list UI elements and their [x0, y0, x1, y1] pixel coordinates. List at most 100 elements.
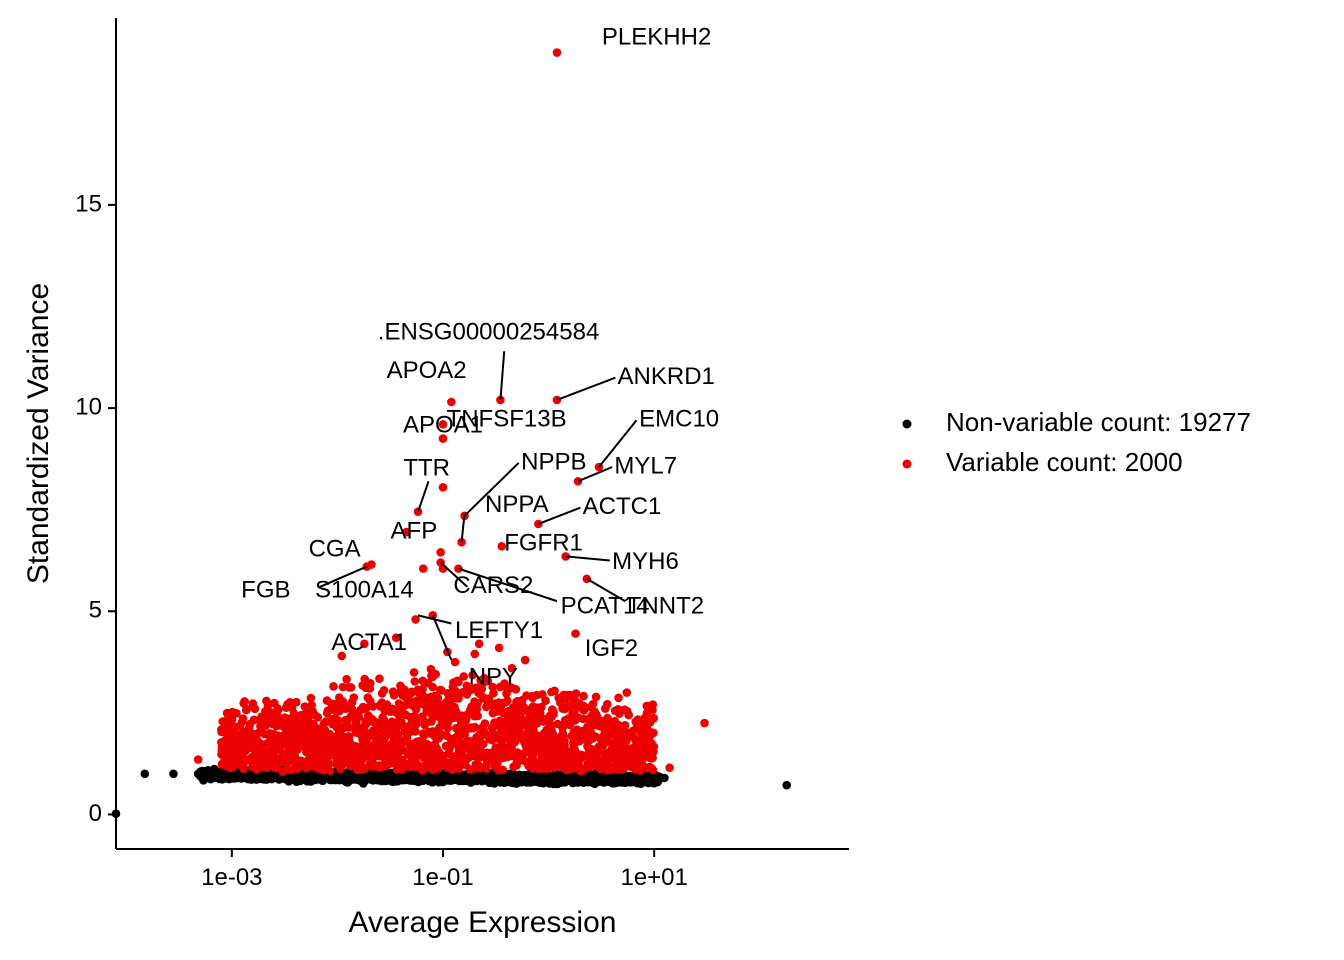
variable-point — [398, 721, 407, 730]
variable-point — [402, 694, 412, 704]
variable-point — [465, 765, 475, 774]
variable-point — [279, 731, 289, 740]
variable-point — [283, 749, 293, 758]
variable-point — [579, 706, 589, 715]
variable-point — [275, 755, 285, 765]
variable-point — [600, 738, 610, 747]
variable-point — [360, 704, 369, 713]
variable-point — [628, 749, 637, 759]
variable-point — [442, 731, 452, 740]
variable-point — [308, 706, 317, 716]
variable-point — [379, 715, 389, 724]
variable-point — [574, 752, 583, 761]
variable-point — [410, 677, 420, 686]
labeled-gene-point-afp — [402, 527, 411, 537]
non-variable-point — [475, 773, 484, 783]
variable-point — [414, 762, 424, 772]
variable-point — [325, 729, 334, 739]
variable-point — [561, 703, 570, 713]
variable-point — [289, 709, 299, 718]
variable-point — [375, 761, 385, 770]
variable-point — [468, 724, 478, 733]
non-variable-point — [383, 772, 392, 782]
labeled-gene-point-plekhh2 — [552, 48, 562, 57]
variable-point — [494, 643, 504, 653]
variable-point — [631, 765, 640, 774]
variable-point — [510, 751, 519, 760]
non-variable-point — [237, 771, 247, 780]
variable-point — [454, 764, 464, 773]
variable-point — [225, 738, 235, 747]
variable-point — [331, 700, 340, 709]
non-variable-point — [207, 769, 216, 779]
variable-point — [495, 734, 505, 743]
variable-point — [217, 725, 226, 734]
variable-point — [470, 649, 480, 659]
non-variable-point — [437, 771, 446, 780]
variable-point — [637, 758, 646, 767]
axes: 1e-03 1e-01 1e+01 0 5 10 15 Average Expression S… — [22, 18, 849, 939]
variable-point — [367, 714, 377, 724]
variable-point — [549, 759, 558, 768]
variable-point — [424, 727, 434, 737]
variable-point — [638, 748, 647, 758]
variable-point — [552, 751, 562, 760]
variable-point — [344, 683, 354, 692]
variable-point — [363, 693, 373, 702]
variable-point — [426, 755, 435, 765]
legend: Non-variable count: 19277 Variable count:… — [902, 407, 1251, 477]
variable-point — [567, 754, 576, 764]
variable-point — [430, 702, 439, 712]
variable-point — [388, 728, 398, 737]
variable-point — [355, 758, 364, 768]
variable-point — [527, 692, 536, 701]
non-variable-point — [409, 771, 419, 780]
gene-label-s100a14: S100A14 — [315, 576, 414, 603]
variable-point — [287, 736, 297, 745]
non-variable-point — [263, 771, 273, 780]
variable-point — [337, 651, 347, 661]
variable-point — [325, 766, 335, 776]
variable-point — [591, 692, 601, 702]
variable-point — [626, 730, 636, 740]
non-variable-point — [140, 769, 150, 779]
y-tick-label: 15 — [75, 190, 102, 217]
variable-point — [313, 730, 322, 740]
leader-line — [556, 376, 616, 401]
variable-point — [282, 759, 292, 768]
leader-line — [460, 513, 466, 543]
legend-swatch-1 — [902, 459, 912, 469]
variable-point — [563, 747, 573, 757]
variable-point — [261, 749, 271, 758]
gene-label-ankrd1: ANKRD1 — [618, 363, 715, 390]
variable-point — [270, 698, 279, 708]
variable-point — [333, 738, 342, 748]
non-variable-point — [653, 777, 662, 787]
variable-point — [557, 760, 566, 769]
variable-point — [379, 744, 389, 754]
non-variable-point — [296, 774, 305, 783]
leader-line — [565, 555, 610, 562]
y-tick-label: 0 — [89, 800, 102, 827]
x-tick-label: 1e-01 — [412, 864, 473, 891]
variable-point — [515, 723, 524, 732]
variable-point — [438, 483, 448, 492]
variable-point — [322, 696, 332, 705]
variable-point — [426, 692, 436, 702]
variable-point — [424, 763, 433, 772]
variable-point — [700, 718, 709, 728]
leader-line — [463, 462, 520, 517]
variable-point — [422, 718, 431, 727]
variable-point — [620, 739, 630, 749]
non-variable-point — [591, 777, 600, 786]
gene-label-tnnt2: TNNT2 — [627, 593, 704, 620]
variable-point — [239, 757, 249, 767]
variable-point — [505, 744, 514, 753]
variable-point — [443, 723, 453, 733]
labeled-gene-point--ensg00000254584 — [496, 395, 505, 405]
gene-label-lefty1: LEFTY1 — [455, 617, 543, 644]
gene-label-cars2: CARS2 — [453, 572, 533, 599]
variable-point — [306, 737, 315, 747]
variable-point — [487, 723, 497, 733]
